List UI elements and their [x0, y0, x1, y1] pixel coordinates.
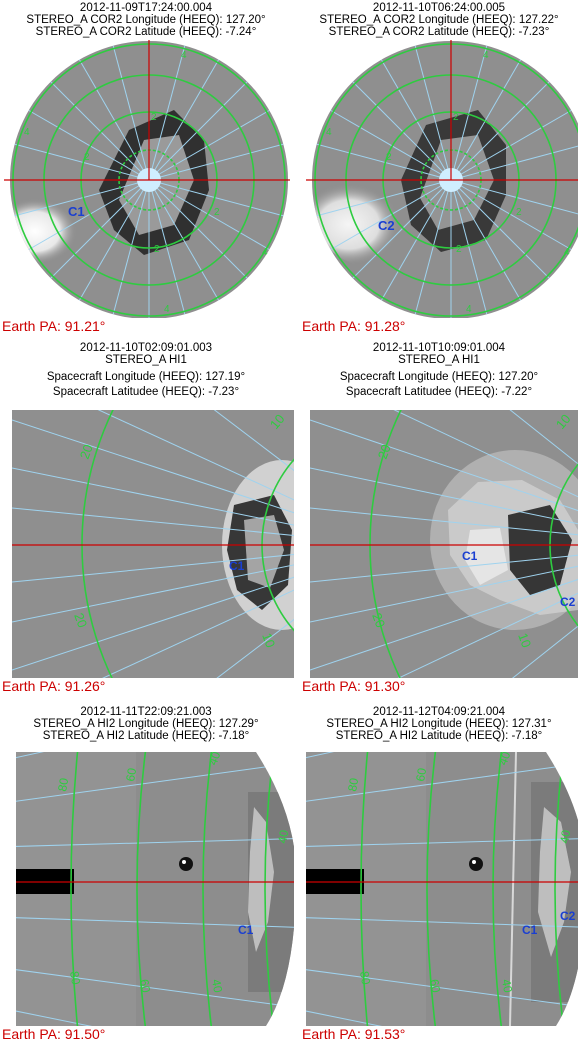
ring-label: 2 — [214, 207, 220, 218]
timestamp: 2012-11-10T02:09:01.003 — [79, 342, 213, 354]
ring-label: 4 — [262, 247, 268, 258]
ring-label: 40 — [209, 978, 225, 994]
panel-header: 2012-11-10T02:09:01.003 STEREO_A HI1 Spa… — [0, 340, 292, 401]
latitude-line: Spacecraft Latitudee (HEEQ): -7.23° — [52, 386, 240, 398]
earth-pa: Earth PA: 91.28° — [302, 318, 406, 334]
ring-label: 10 — [515, 631, 534, 650]
ring-label: 4 — [164, 304, 170, 315]
ring-label: 20 — [375, 442, 394, 461]
earth-pa: Earth PA: 91.21° — [2, 318, 106, 334]
heliospheric-image: 20 20 10 10 C1 C2 — [310, 410, 578, 678]
heliospheric-image: 80 60 40 40 80 60 40 C1 C2 — [306, 752, 578, 1026]
latitude-line: Spacecraft Latitudee (HEEQ): -7.22° — [345, 386, 533, 398]
ring-label: 2 — [516, 207, 522, 218]
heliospheric-image: 20 20 10 10 C1 — [12, 410, 294, 678]
ring-label: 80 — [357, 970, 373, 986]
panel-header: 2012-11-11T22:09:21.003 STEREO_A HI2 Lon… — [0, 706, 292, 742]
ring-label: 40 — [496, 752, 514, 767]
panel-header: 2012-11-12T04:09:21.004 STEREO_A HI2 Lon… — [300, 706, 578, 742]
ring-label: 2 — [154, 244, 160, 255]
ring-label: 40 — [206, 752, 224, 767]
longitude-line: STEREO_A COR2 Longitude (HEEQ): 127.22° — [319, 14, 559, 26]
instrument: STEREO_A HI1 — [105, 354, 187, 366]
ring-label: 4 — [564, 247, 570, 258]
ring-label: 20 — [77, 442, 96, 461]
latitude-line: STEREO_A HI2 Latitude (HEEQ): -7.18° — [335, 730, 543, 742]
earth-pa: Earth PA: 91.30° — [302, 678, 406, 694]
ring-label: 40 — [275, 829, 291, 845]
ring-label: 4 — [181, 50, 187, 61]
longitude-line: STEREO_A COR2 Longitude (HEEQ): 127.20° — [26, 14, 266, 26]
timestamp: 2012-11-09T17:24:00.004 — [79, 2, 213, 14]
cme-marker: C1 — [68, 204, 85, 219]
longitude-line: Spacecraft Longitude (HEEQ): 127.20° — [339, 371, 539, 383]
ring-label: 40 — [557, 829, 573, 845]
cme-marker: C2 — [378, 218, 395, 233]
panel-header: 2012-11-10T10:09:01.004 STEREO_A HI1 Spa… — [300, 340, 578, 401]
panel-cor2-left: 2012-11-09T17:24:00.004 STEREO_A COR2 Lo… — [0, 0, 292, 336]
timestamp: 2012-11-10T10:09:01.004 — [372, 342, 506, 354]
ring-label: 4 — [483, 50, 489, 61]
longitude-line: STEREO_A HI2 Longitude (HEEQ): 127.31° — [326, 718, 552, 730]
ring-label: 2 — [453, 112, 459, 123]
ring-label: 10 — [259, 631, 278, 650]
ring-label: 2 — [386, 152, 392, 163]
ring-label: 60 — [413, 767, 429, 783]
timestamp: 2012-11-11T22:09:21.003 — [80, 706, 212, 718]
cme-marker: C1 — [462, 549, 478, 563]
ring-label: 20 — [71, 611, 90, 630]
coronagraph-image: 4 4 4 4 2 2 2 2 C2 — [306, 40, 578, 318]
latitude-line: STEREO_A HI2 Latitude (HEEQ): -7.18° — [42, 730, 250, 742]
longitude-line: Spacecraft Longitude (HEEQ): 127.19° — [46, 371, 246, 383]
cme-marker: C2 — [560, 909, 576, 923]
instrument: STEREO_A HI1 — [398, 354, 480, 366]
earth-pa: Earth PA: 91.53° — [302, 1026, 406, 1042]
longitude-line: STEREO_A HI2 Longitude (HEEQ): 127.29° — [33, 718, 259, 730]
panel-hi2-right: 2012-11-12T04:09:21.004 STEREO_A HI2 Lon… — [300, 700, 578, 1044]
ring-label: 4 — [24, 127, 30, 138]
ring-label: 2 — [456, 244, 462, 255]
latitude-line: STEREO_A COR2 Latitude (HEEQ): -7.23° — [328, 26, 550, 38]
ring-label: 40 — [499, 978, 515, 994]
cme-marker: C1 — [522, 923, 538, 937]
timestamp: 2012-11-12T04:09:21.004 — [372, 706, 506, 718]
cme-marker: C1 — [238, 923, 254, 937]
panel-hi2-left: 2012-11-11T22:09:21.003 STEREO_A HI2 Lon… — [0, 700, 294, 1044]
coronagraph-image: 4 4 4 4 2 2 2 2 C1 — [4, 40, 290, 318]
ring-label: 4 — [466, 304, 472, 315]
panel-hi1-right: 2012-11-10T10:09:01.004 STEREO_A HI1 Spa… — [300, 338, 578, 698]
ring-label: 60 — [137, 978, 153, 994]
earth-pa: Earth PA: 91.50° — [2, 1026, 106, 1042]
ring-label: 4 — [326, 127, 332, 138]
panel-header: 2012-11-09T17:24:00.004 STEREO_A COR2 Lo… — [0, 2, 292, 38]
heliospheric-image: 80 60 40 40 80 60 40 C1 — [16, 752, 294, 1026]
earth-pa: Earth PA: 91.26° — [2, 678, 106, 694]
ring-label: 2 — [151, 112, 157, 123]
ring-label: 80 — [67, 970, 83, 986]
ring-label: 80 — [55, 777, 71, 793]
ring-label: 80 — [345, 777, 361, 793]
ring-label: 20 — [369, 611, 388, 630]
ring-label: 2 — [84, 152, 90, 163]
timestamp: 2012-11-10T06:24:00.005 — [372, 2, 506, 14]
panel-hi1-left: 2012-11-10T02:09:01.003 STEREO_A HI1 Spa… — [0, 338, 294, 698]
cme-marker: C1 — [229, 559, 245, 573]
panel-header: 2012-11-10T06:24:00.005 STEREO_A COR2 Lo… — [300, 2, 578, 38]
cme-marker: C2 — [560, 595, 576, 609]
panel-cor2-right: 2012-11-10T06:24:00.005 STEREO_A COR2 Lo… — [300, 0, 578, 336]
ring-label: 60 — [123, 767, 139, 783]
ring-label: 60 — [427, 978, 443, 994]
latitude-line: STEREO_A COR2 Latitude (HEEQ): -7.24° — [35, 26, 257, 38]
